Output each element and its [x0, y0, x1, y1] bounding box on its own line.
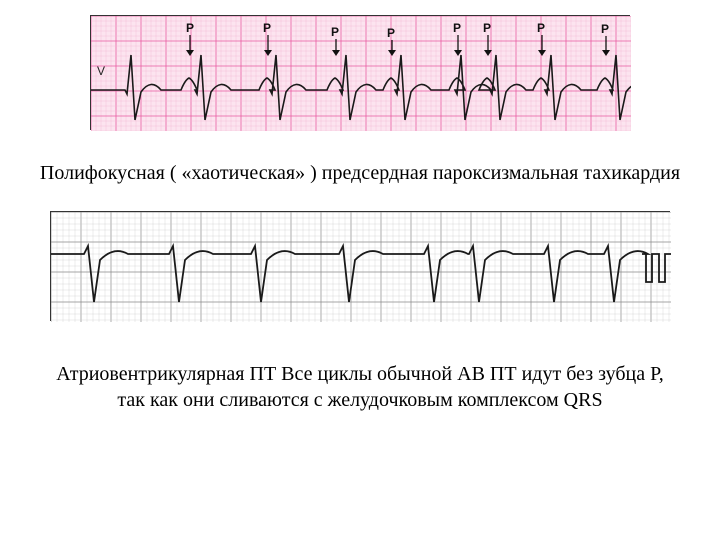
p-arrow-icon [483, 35, 493, 56]
p-arrow-icon [453, 35, 463, 56]
p-wave-label: P [483, 21, 491, 35]
p-arrow-icon [185, 35, 195, 56]
p-arrow-icon [601, 36, 611, 56]
lead-label: V [97, 64, 105, 78]
ecg-strip-2 [50, 211, 670, 321]
p-wave-label: P [331, 25, 339, 39]
caption-2-line2: так как они сливаются с желудочковым ком… [117, 389, 602, 411]
p-wave-label: P [601, 22, 609, 36]
ecg-strip-1: V P P P P P P P P [90, 15, 630, 130]
p-wave-label: P [387, 26, 395, 40]
p-arrow-icon [387, 40, 397, 56]
p-arrow-icon [263, 35, 273, 56]
p-wave-label: P [537, 21, 545, 35]
caption-2-line1: Атриовентрикулярная ПТ Все циклы обычной… [56, 363, 663, 385]
ecg1-svg [91, 16, 631, 131]
ecg2-svg [51, 212, 671, 322]
p-arrow-icon [331, 39, 341, 56]
p-arrow-icon [537, 35, 547, 56]
caption-2: Атриовентрикулярная ПТ Все циклы обычной… [0, 361, 720, 413]
p-wave-label: P [263, 21, 271, 35]
caption-1: Полифокусная ( «хаотическая» ) предсердн… [0, 160, 720, 186]
p-wave-label: P [186, 21, 194, 35]
p-wave-label: P [453, 21, 461, 35]
